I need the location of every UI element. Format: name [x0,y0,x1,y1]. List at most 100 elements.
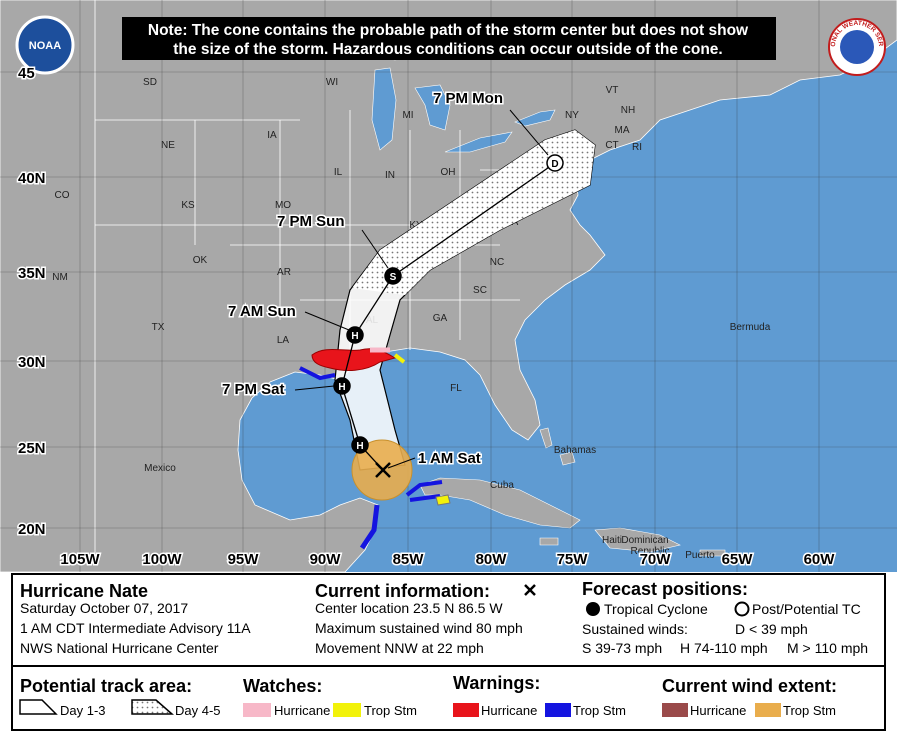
track-title: Potential track area: [20,676,192,696]
forecast-s: S 39-73 mph [582,640,662,656]
place-label: NM [52,272,68,283]
forecast-winds: Sustained winds: [582,621,688,637]
wind-title: Current wind extent: [662,676,837,696]
place-label: CO [55,190,70,201]
swatch-storm-warning [545,703,571,717]
forecast-point-letter: H [356,441,363,452]
place-label: SD [143,77,157,88]
note-box [122,17,776,60]
longitude-label: 100W [142,551,182,568]
wind-hurricane: Hurricane [690,703,746,718]
noaa-logo [15,15,75,75]
place-label: GA [433,313,448,324]
latitude-label: 45 [18,65,35,82]
note-line: Note: The cone contains the probable pat… [148,22,749,39]
place-label: VT [606,85,619,96]
swatch-storm-wind [755,703,781,717]
storm-name: Hurricane Nate [20,581,148,601]
place-label: CT [605,140,618,151]
latitude-label: 25N [18,440,46,457]
current-wind: Maximum sustained wind 80 mph [315,620,523,636]
legend-x [524,584,536,596]
land [0,0,897,573]
place-label: NE [161,140,175,151]
place-label: Bahamas [554,445,596,456]
place-label: Puerto [685,550,715,561]
hurricane-warning [311,348,397,371]
trop-storm-watch [393,353,406,364]
forecast-tropical: Tropical Cyclone [604,601,708,617]
legend-day13 [19,699,58,715]
current-position [375,462,391,478]
place-label: Bermuda [730,322,771,333]
place-label: Haiti [602,535,622,546]
longitude-label: 105W [60,551,100,568]
forecast-point-letter: D [551,159,558,170]
place-label: Dominican [621,535,668,546]
legend-tc-dot [586,602,600,616]
place-label: AR [277,267,291,278]
warnings-title: Warnings: [453,673,540,693]
longitude-label: 70W [640,551,672,568]
place-label: IN [385,170,395,181]
trop-storm-warning [405,480,443,502]
latitude-label: 20N [18,521,46,538]
forecast-point-letter: H [351,331,358,342]
watch-hurricane: Hurricane [274,703,330,718]
latitude-label: 35N [18,265,46,282]
warning-storm: Trop Stm [573,703,626,718]
watches-title: Watches: [243,676,322,696]
forecast-post: Post/Potential TC [752,601,861,617]
place-label: WI [326,77,338,88]
longitude-label: 85W [393,551,425,568]
longitude-label: 80W [476,551,508,568]
nws-logo-inner [840,30,874,64]
place-label: RI [632,142,642,153]
place-label: MO [275,200,291,211]
longitude-label: 60W [804,551,836,568]
place-label: IL [334,167,343,178]
noaa-logo-text: NOAA [29,40,61,52]
forecast-m: M > 110 mph [787,640,868,656]
track-day13: Day 1-3 [60,703,106,718]
place-label: MI [402,110,413,121]
cone-day-4-5 [352,130,595,295]
forecast-point-letter: H [338,382,345,393]
forecast-time: 7 PM Sat [222,381,285,398]
longitude-label: 95W [228,551,260,568]
forecast-time: 7 PM Sun [277,213,345,230]
forecast-title: Forecast positions: [582,579,748,599]
forecast-time: 7 AM Sun [228,303,296,320]
forecast-point [333,377,351,395]
trop-storm-warning [299,366,336,381]
place-label: NY [565,110,579,121]
swatch-hurricane-watch [243,703,271,717]
place-label: TX [152,322,165,333]
place-label: Mexico [144,463,176,474]
current-location: Center location 23.5 N 86.5 W [315,600,503,616]
swatch-storm-watch [333,703,361,717]
place-label: NH [621,105,635,116]
latitude-label: 40N [18,170,46,187]
forecast-d: D < 39 mph [735,621,808,637]
leader-lines [294,109,549,469]
place-label: Cuba [490,480,514,491]
place-label: LA [277,335,290,346]
current-title: Current information: [315,581,490,601]
legend-day45 [131,699,174,715]
note-line: the size of the storm. Hazardous conditi… [173,41,722,58]
storm-date: Saturday October 07, 2017 [20,600,188,616]
warning-hurricane: Hurricane [481,703,537,718]
track-day45: Day 4-5 [175,703,221,718]
trop-storm-warning [359,504,380,550]
place-label: Republic [631,546,670,557]
legend-border [11,573,886,731]
place-label: NC [490,257,504,268]
longitude-label: 65W [722,551,754,568]
place-label: OK [193,255,208,266]
place-label: KS [181,200,195,211]
forecast-point [351,436,369,454]
place-label: SC [473,285,487,296]
